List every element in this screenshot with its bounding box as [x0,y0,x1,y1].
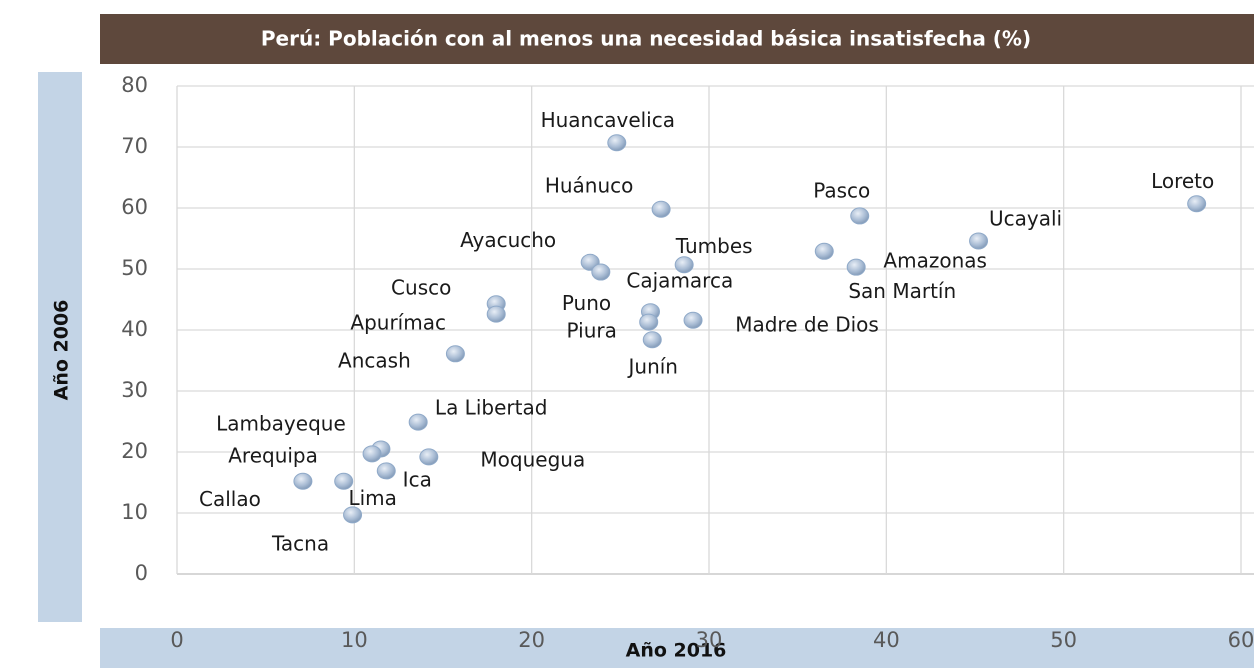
point-label: La Libertad [435,396,547,420]
point-label: Huánuco [545,174,634,198]
point-label: Ucayali [989,206,1062,230]
point [334,472,354,490]
point [408,413,428,431]
y-tick-label: 20 [121,439,148,463]
point [362,445,382,463]
point [846,258,866,276]
point-label: Amazonas [883,249,987,273]
plot: 0 10 20 30 40 50 60 70 80 0 10 20 30 40 50 60 Huancaveli… [121,73,1254,652]
point [591,263,611,281]
point-label: Callao [199,487,261,511]
point-label: Junín [627,354,678,378]
point-label: Lima [348,486,396,510]
point-label: Cajamarca [626,269,733,293]
point-label: Apurímac [350,311,446,335]
title-bar [100,14,1254,64]
x-tick-label: 30 [696,628,723,652]
point-label: Loreto [1151,169,1214,193]
point-label: Cusco [391,275,451,299]
y-tick-label: 10 [121,500,148,524]
y-label-panel [38,72,82,622]
point-label: Lambayeque [216,411,346,435]
point-label: Tumbes [675,234,753,258]
point [969,232,989,250]
point-label: Ancash [338,348,411,372]
point [814,242,834,260]
point-label: Huancavelica [541,108,675,132]
point-label: Ayacucho [460,228,556,252]
y-tick-label: 60 [121,195,148,219]
point-label: Madre de Dios [735,313,879,337]
point [674,256,694,274]
x-axis-label: Año 2016 [626,640,727,662]
y-tick-label: 0 [135,561,148,585]
point [607,134,627,152]
y-axis-label: Año 2006 [51,300,73,401]
point [445,345,465,363]
x-tick-label: 20 [518,628,545,652]
y-tick-label: 80 [121,73,148,97]
point [376,462,396,480]
point-label: Arequipa [228,443,318,467]
x-tick-label: 0 [170,628,183,652]
point [419,448,439,466]
point-label: Piura [567,319,617,343]
y-tick-label: 70 [121,134,148,158]
point-label: Moquegua [480,447,585,471]
point-label: Ica [403,467,432,491]
point [683,311,703,329]
point [639,313,659,331]
x-label-panel [100,628,1254,668]
x-tick-label: 50 [1050,628,1077,652]
point-label: San Martín [848,279,956,303]
point [293,472,313,490]
x-tick-label: 10 [341,628,368,652]
point [1187,195,1207,213]
chart-title: Perú: Población con al menos una necesid… [261,27,1031,51]
point [343,506,363,524]
point-label: Tacna [271,531,329,555]
point [642,331,662,349]
y-tick-label: 30 [121,378,148,402]
x-tick-label: 60 [1228,628,1254,652]
point-label: Puno [562,291,611,315]
point [486,305,506,323]
point-label: Pasco [813,178,870,202]
point [850,207,870,225]
y-tick-label: 50 [121,256,148,280]
y-tick-label: 40 [121,317,148,341]
point [651,200,671,218]
x-tick-label: 40 [873,628,900,652]
